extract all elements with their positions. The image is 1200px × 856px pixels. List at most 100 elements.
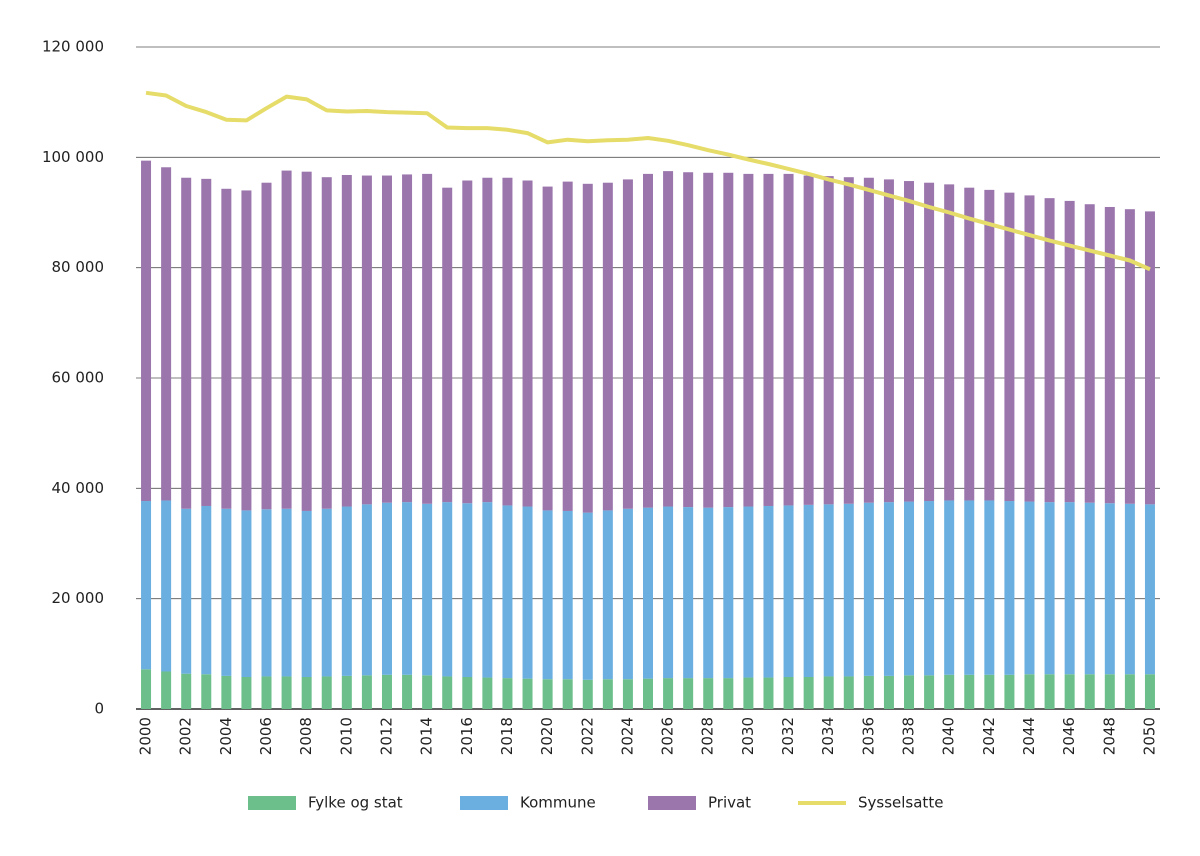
bar (904, 675, 915, 709)
bar (823, 676, 834, 709)
bar (823, 176, 834, 505)
bar (1104, 503, 1115, 675)
bar (683, 507, 694, 679)
legend-label: Sysselsatte (858, 794, 943, 812)
bar (1144, 504, 1155, 675)
x-tick-label: 2014 (418, 717, 436, 755)
bar (482, 502, 493, 678)
legend-swatch (248, 796, 296, 810)
bar (261, 676, 272, 709)
bar (361, 175, 372, 505)
bar (823, 504, 834, 677)
bar (462, 180, 473, 504)
y-tick-label: 80 000 (52, 258, 105, 276)
bar (281, 676, 292, 709)
bar (301, 677, 312, 709)
bar (602, 182, 613, 511)
bar (683, 172, 694, 508)
bar (341, 675, 352, 709)
bar (522, 180, 533, 507)
bar (1024, 501, 1035, 675)
y-tick-label: 40 000 (52, 479, 105, 497)
bar (381, 175, 392, 503)
bar (181, 508, 192, 674)
bar (361, 504, 372, 676)
bar (422, 675, 433, 709)
bar (402, 174, 413, 503)
x-tick-label: 2030 (739, 717, 757, 755)
bar (663, 171, 674, 507)
x-tick-label: 2000 (137, 717, 155, 755)
bar (863, 177, 874, 503)
bar (602, 679, 613, 709)
bar (803, 175, 814, 505)
bar (281, 170, 292, 509)
bar (1004, 192, 1015, 502)
bar (622, 179, 633, 509)
x-tick-label: 2018 (498, 717, 516, 755)
bar (201, 178, 212, 506)
bar (141, 160, 152, 502)
legend-swatch (648, 796, 696, 810)
bar (984, 189, 995, 501)
bar (301, 171, 312, 511)
x-tick-label: 2046 (1060, 717, 1078, 755)
bar (201, 674, 212, 709)
bar (964, 674, 975, 709)
bar (1024, 195, 1035, 502)
bar (1064, 674, 1075, 709)
x-tick-label: 2040 (940, 717, 958, 755)
bar (522, 506, 533, 679)
bar (984, 500, 995, 675)
bar (361, 675, 372, 709)
bar (843, 503, 854, 677)
bar (703, 678, 714, 709)
bar (703, 507, 714, 679)
bar (341, 174, 352, 507)
bar (1044, 502, 1055, 675)
bar (663, 678, 674, 709)
bar (643, 173, 653, 508)
x-tick-label: 2002 (177, 717, 195, 755)
bar (542, 679, 553, 709)
bar (984, 674, 995, 709)
bar (542, 186, 553, 511)
bar (141, 669, 152, 709)
bar (422, 503, 433, 676)
bar (542, 510, 553, 680)
bar (502, 678, 513, 709)
bar (482, 177, 493, 503)
bar (402, 502, 413, 675)
bar (442, 676, 453, 709)
bar (241, 190, 252, 511)
bar (904, 501, 915, 676)
legend-swatch (460, 796, 508, 810)
bar (522, 678, 533, 709)
bar (1124, 503, 1135, 675)
bar (201, 505, 212, 675)
legend-label: Fylke og stat (308, 794, 403, 812)
x-tick-label: 2048 (1100, 717, 1118, 755)
bar (1144, 211, 1155, 505)
legend-label: Kommune (520, 794, 596, 812)
bar (261, 509, 272, 677)
bar (381, 674, 392, 709)
bar (381, 502, 392, 675)
bar (863, 502, 874, 676)
bar (723, 172, 734, 508)
bar (321, 177, 332, 509)
bar (562, 181, 573, 511)
bar (843, 177, 854, 504)
bar (562, 679, 573, 709)
x-tick-label: 2004 (217, 717, 235, 755)
bar (582, 512, 593, 680)
bar (703, 172, 714, 508)
bar (1084, 502, 1095, 675)
legend-label: Privat (708, 794, 751, 812)
bar (462, 677, 473, 709)
bar (462, 503, 473, 678)
y-tick-label: 120 000 (42, 38, 104, 56)
bar (582, 183, 593, 513)
bar (944, 674, 955, 709)
bar (582, 679, 593, 709)
